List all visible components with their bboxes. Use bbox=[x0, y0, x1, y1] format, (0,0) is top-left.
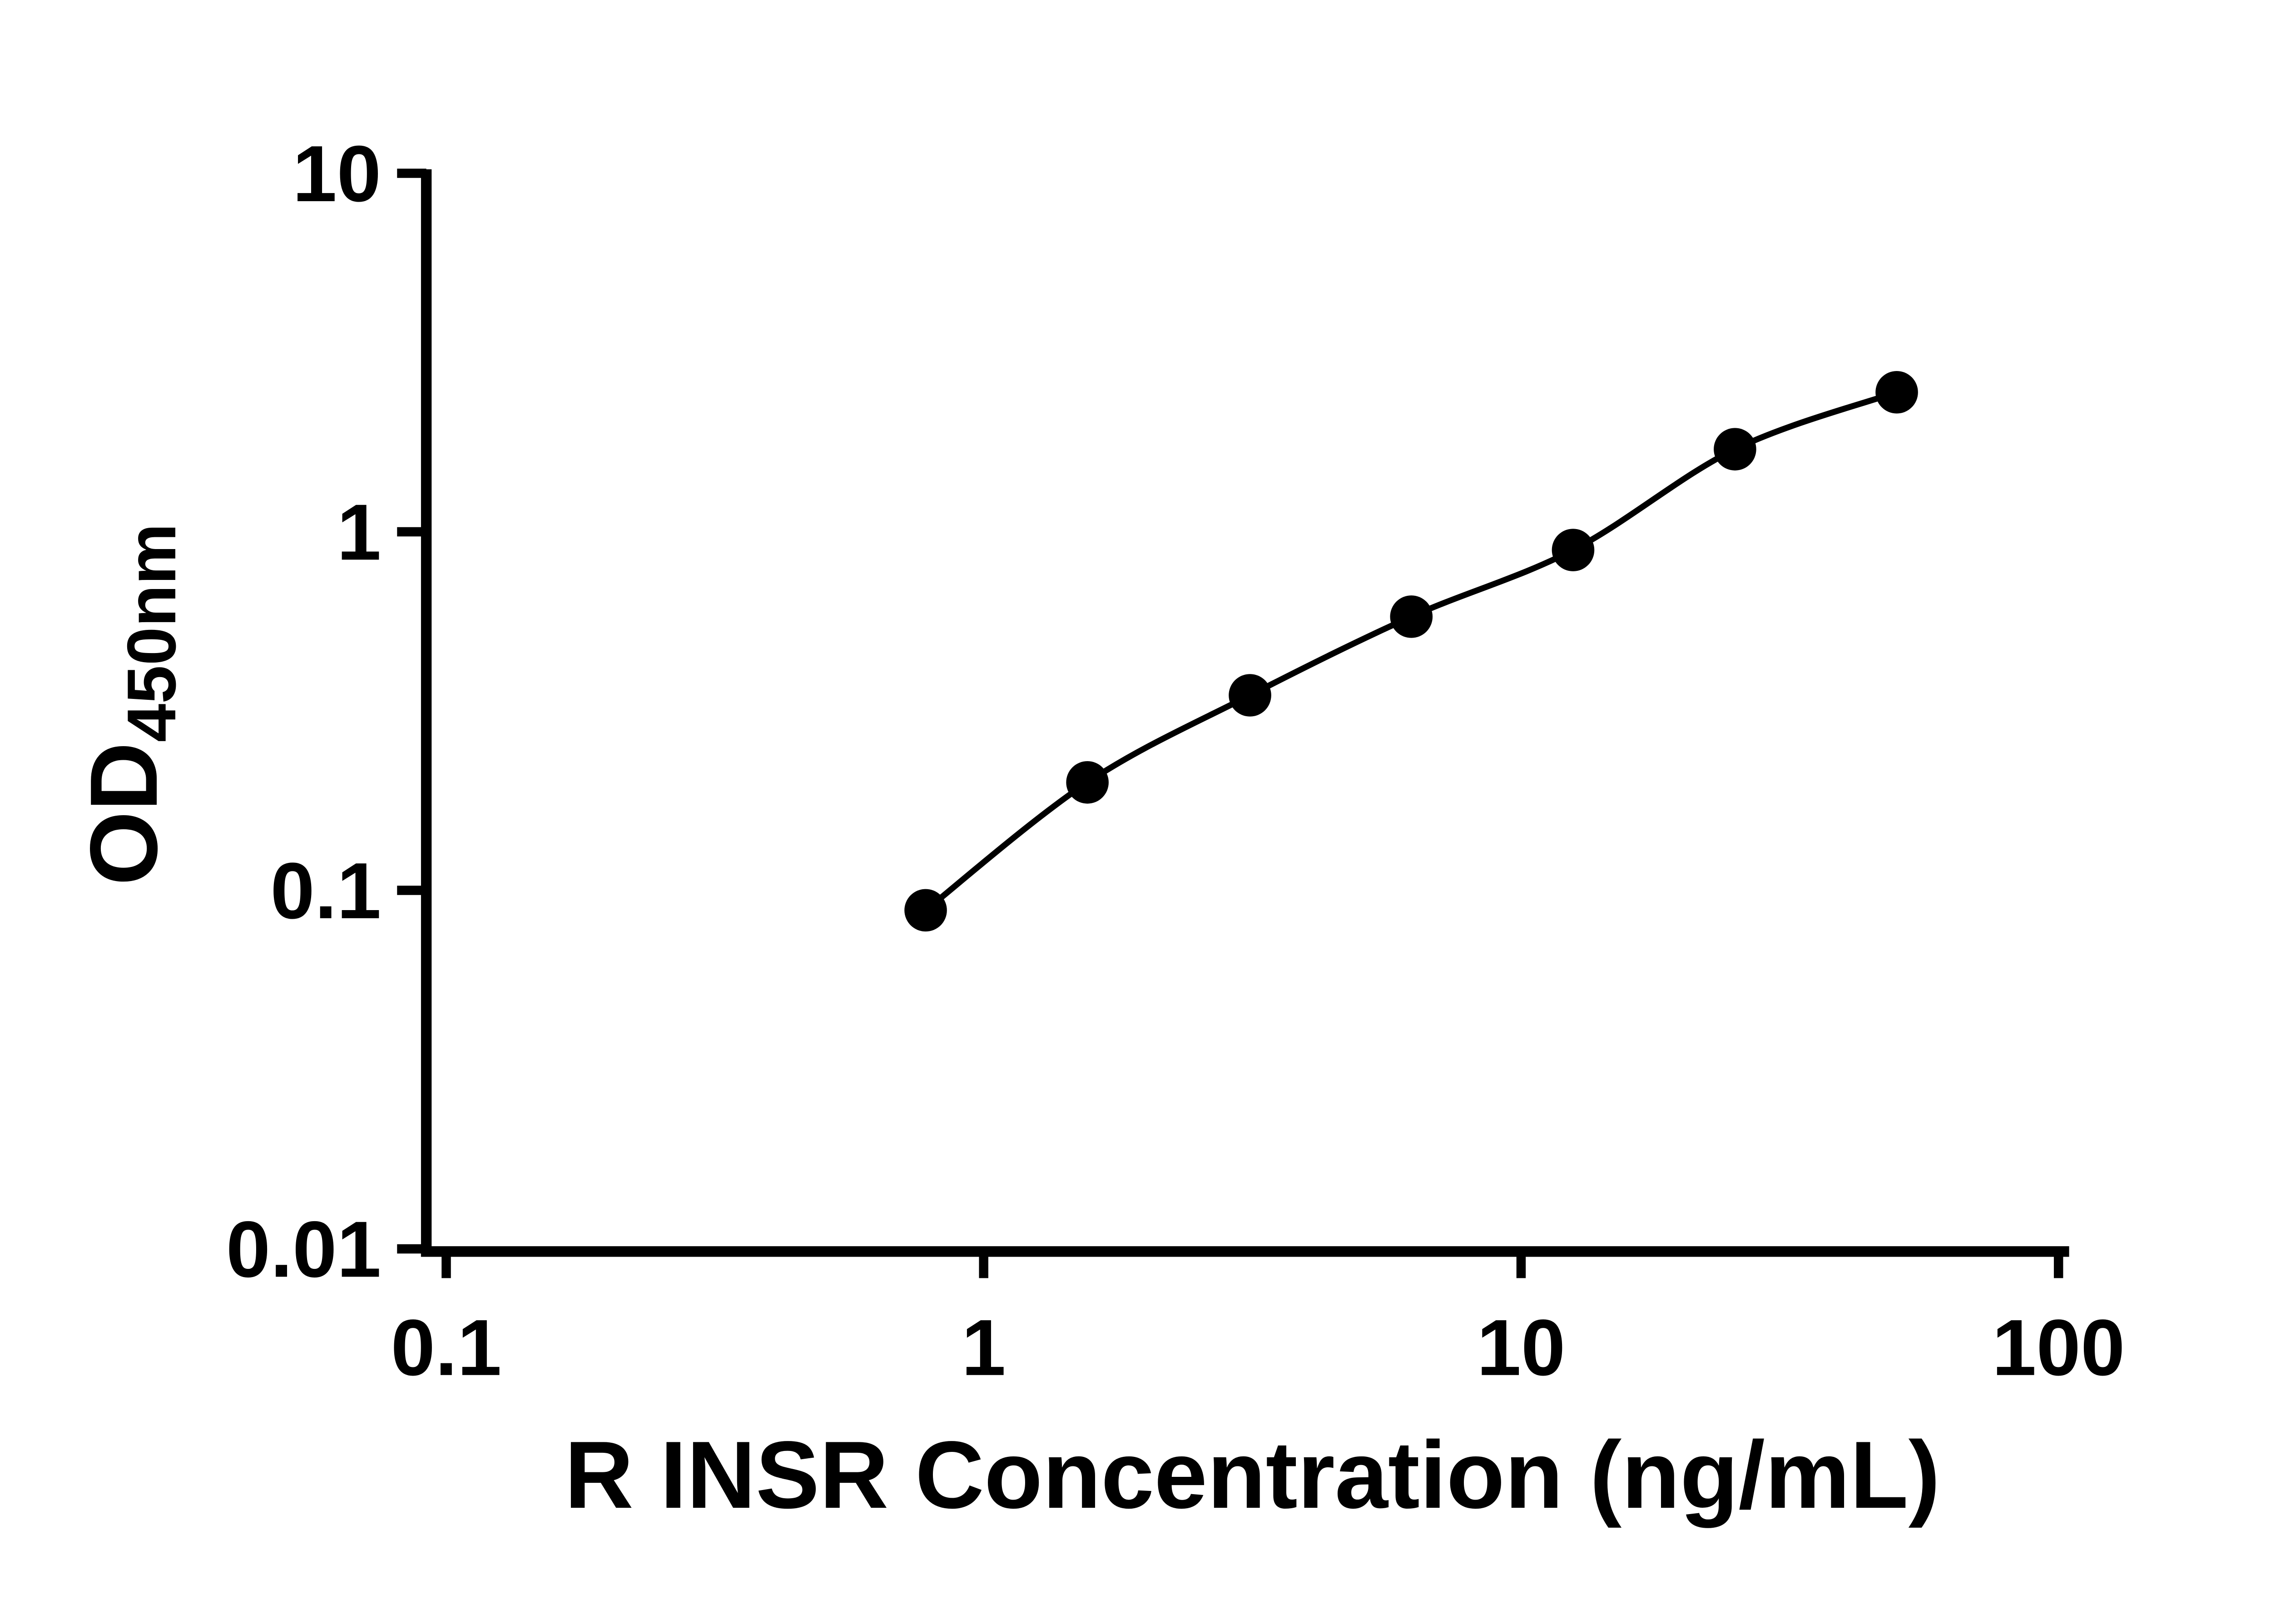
y-tick-label: 10 bbox=[293, 129, 381, 218]
y-tick-label: 0.1 bbox=[270, 847, 381, 936]
data-point bbox=[1229, 674, 1271, 717]
data-point bbox=[1066, 761, 1109, 804]
y-tick-label: 0.01 bbox=[226, 1205, 381, 1294]
standard-curve-line bbox=[923, 389, 1898, 913]
y-axis-title: OD450nm bbox=[70, 523, 190, 885]
data-point bbox=[1552, 529, 1595, 571]
x-tick-label: 10 bbox=[1477, 1303, 1565, 1392]
x-axis-title: R INSR Concentration (ng/mL) bbox=[565, 1421, 1940, 1528]
y-axis-title-subscript: 450nm bbox=[113, 523, 190, 742]
x-tick-label: 0.1 bbox=[391, 1303, 502, 1392]
x-tick-label: 1 bbox=[962, 1303, 1006, 1392]
y-tick-label: 1 bbox=[337, 488, 382, 577]
y-axis-title-main: OD bbox=[70, 742, 177, 886]
x-tick-label: 100 bbox=[1992, 1303, 2125, 1392]
data-point bbox=[904, 889, 947, 932]
data-point bbox=[1875, 371, 1918, 414]
data-point bbox=[1714, 428, 1756, 470]
data-point bbox=[1390, 595, 1433, 638]
